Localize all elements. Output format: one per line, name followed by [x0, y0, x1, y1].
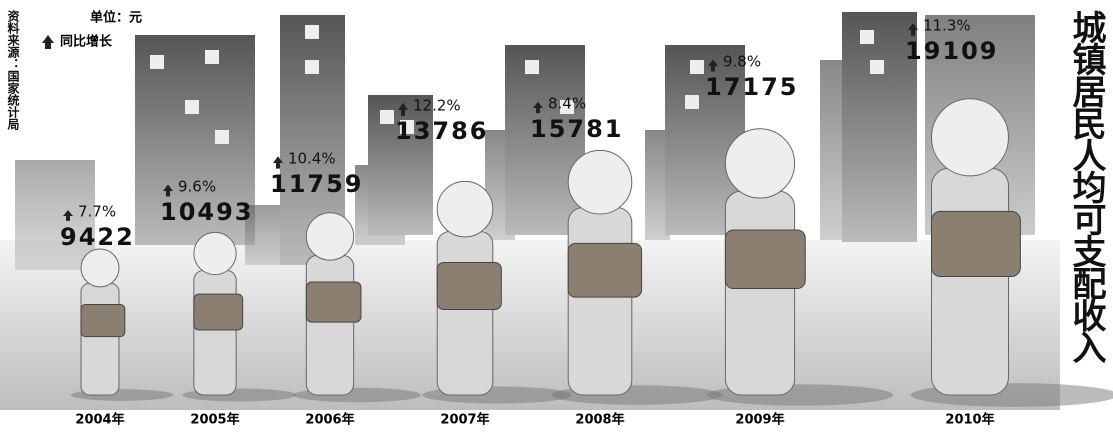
growth-label: 9.8%	[723, 53, 761, 71]
background	[0, 12, 1060, 410]
figure-body	[568, 208, 632, 395]
growth-label: 11.3%	[923, 17, 971, 35]
x-tick-label: 2005年	[190, 412, 239, 428]
growth-label: 12.2%	[413, 97, 461, 115]
legend-icon	[42, 35, 54, 49]
growth-label: 7.7%	[78, 203, 116, 221]
value-label: 17175	[705, 73, 799, 101]
legend-label: 同比增长	[60, 34, 113, 50]
growth-label: 10.4%	[288, 150, 336, 168]
x-tick-label: 2008年	[575, 412, 624, 428]
figure-head	[437, 181, 493, 237]
value-label: 13786	[395, 117, 489, 145]
chart: 单位：元 同比增长 2004年 9422 7.7% 2005年 10493 9.6% 200…	[0, 0, 1113, 432]
x-tick-label: 2007年	[440, 412, 489, 428]
basket	[437, 263, 501, 310]
basket	[194, 294, 243, 330]
figure-head	[81, 249, 119, 287]
figure-body	[306, 255, 353, 395]
x-tick-label: 2004年	[75, 412, 124, 428]
growth-label: 9.6%	[178, 178, 216, 196]
growth-label: 8.4%	[548, 95, 586, 113]
infographic: 单位：元 同比增长 2004年 9422 7.7% 2005年 10493 9.6% 200…	[0, 0, 1113, 432]
figure-head	[931, 99, 1008, 176]
value-label: 19109	[905, 37, 999, 65]
basket	[931, 211, 1020, 276]
value-label: 11759	[270, 170, 364, 198]
figure-head	[194, 232, 236, 274]
source: 资料来源：国家统计局	[6, 10, 20, 130]
figure-body	[437, 231, 493, 395]
unit: 单位：元	[90, 10, 142, 26]
value-label: 9422	[60, 223, 135, 251]
figure-body	[931, 168, 1008, 395]
figure-head	[306, 213, 353, 260]
figure-body	[725, 191, 794, 395]
figure-head	[568, 150, 632, 214]
x-tick-label: 2009年	[735, 412, 784, 428]
x-tick-label: 2006年	[305, 412, 354, 428]
x-tick-label: 2010年	[945, 412, 994, 428]
figure-body	[194, 270, 236, 395]
figure-head	[725, 129, 794, 198]
figure-body	[81, 283, 119, 395]
basket	[306, 282, 361, 322]
value-label: 15781	[530, 115, 624, 143]
chart-title: 城镇居民人均可支配收入	[1066, 10, 1106, 362]
value-label: 10493	[160, 198, 254, 226]
basket	[568, 243, 641, 297]
basket	[725, 230, 805, 289]
basket	[81, 304, 125, 336]
